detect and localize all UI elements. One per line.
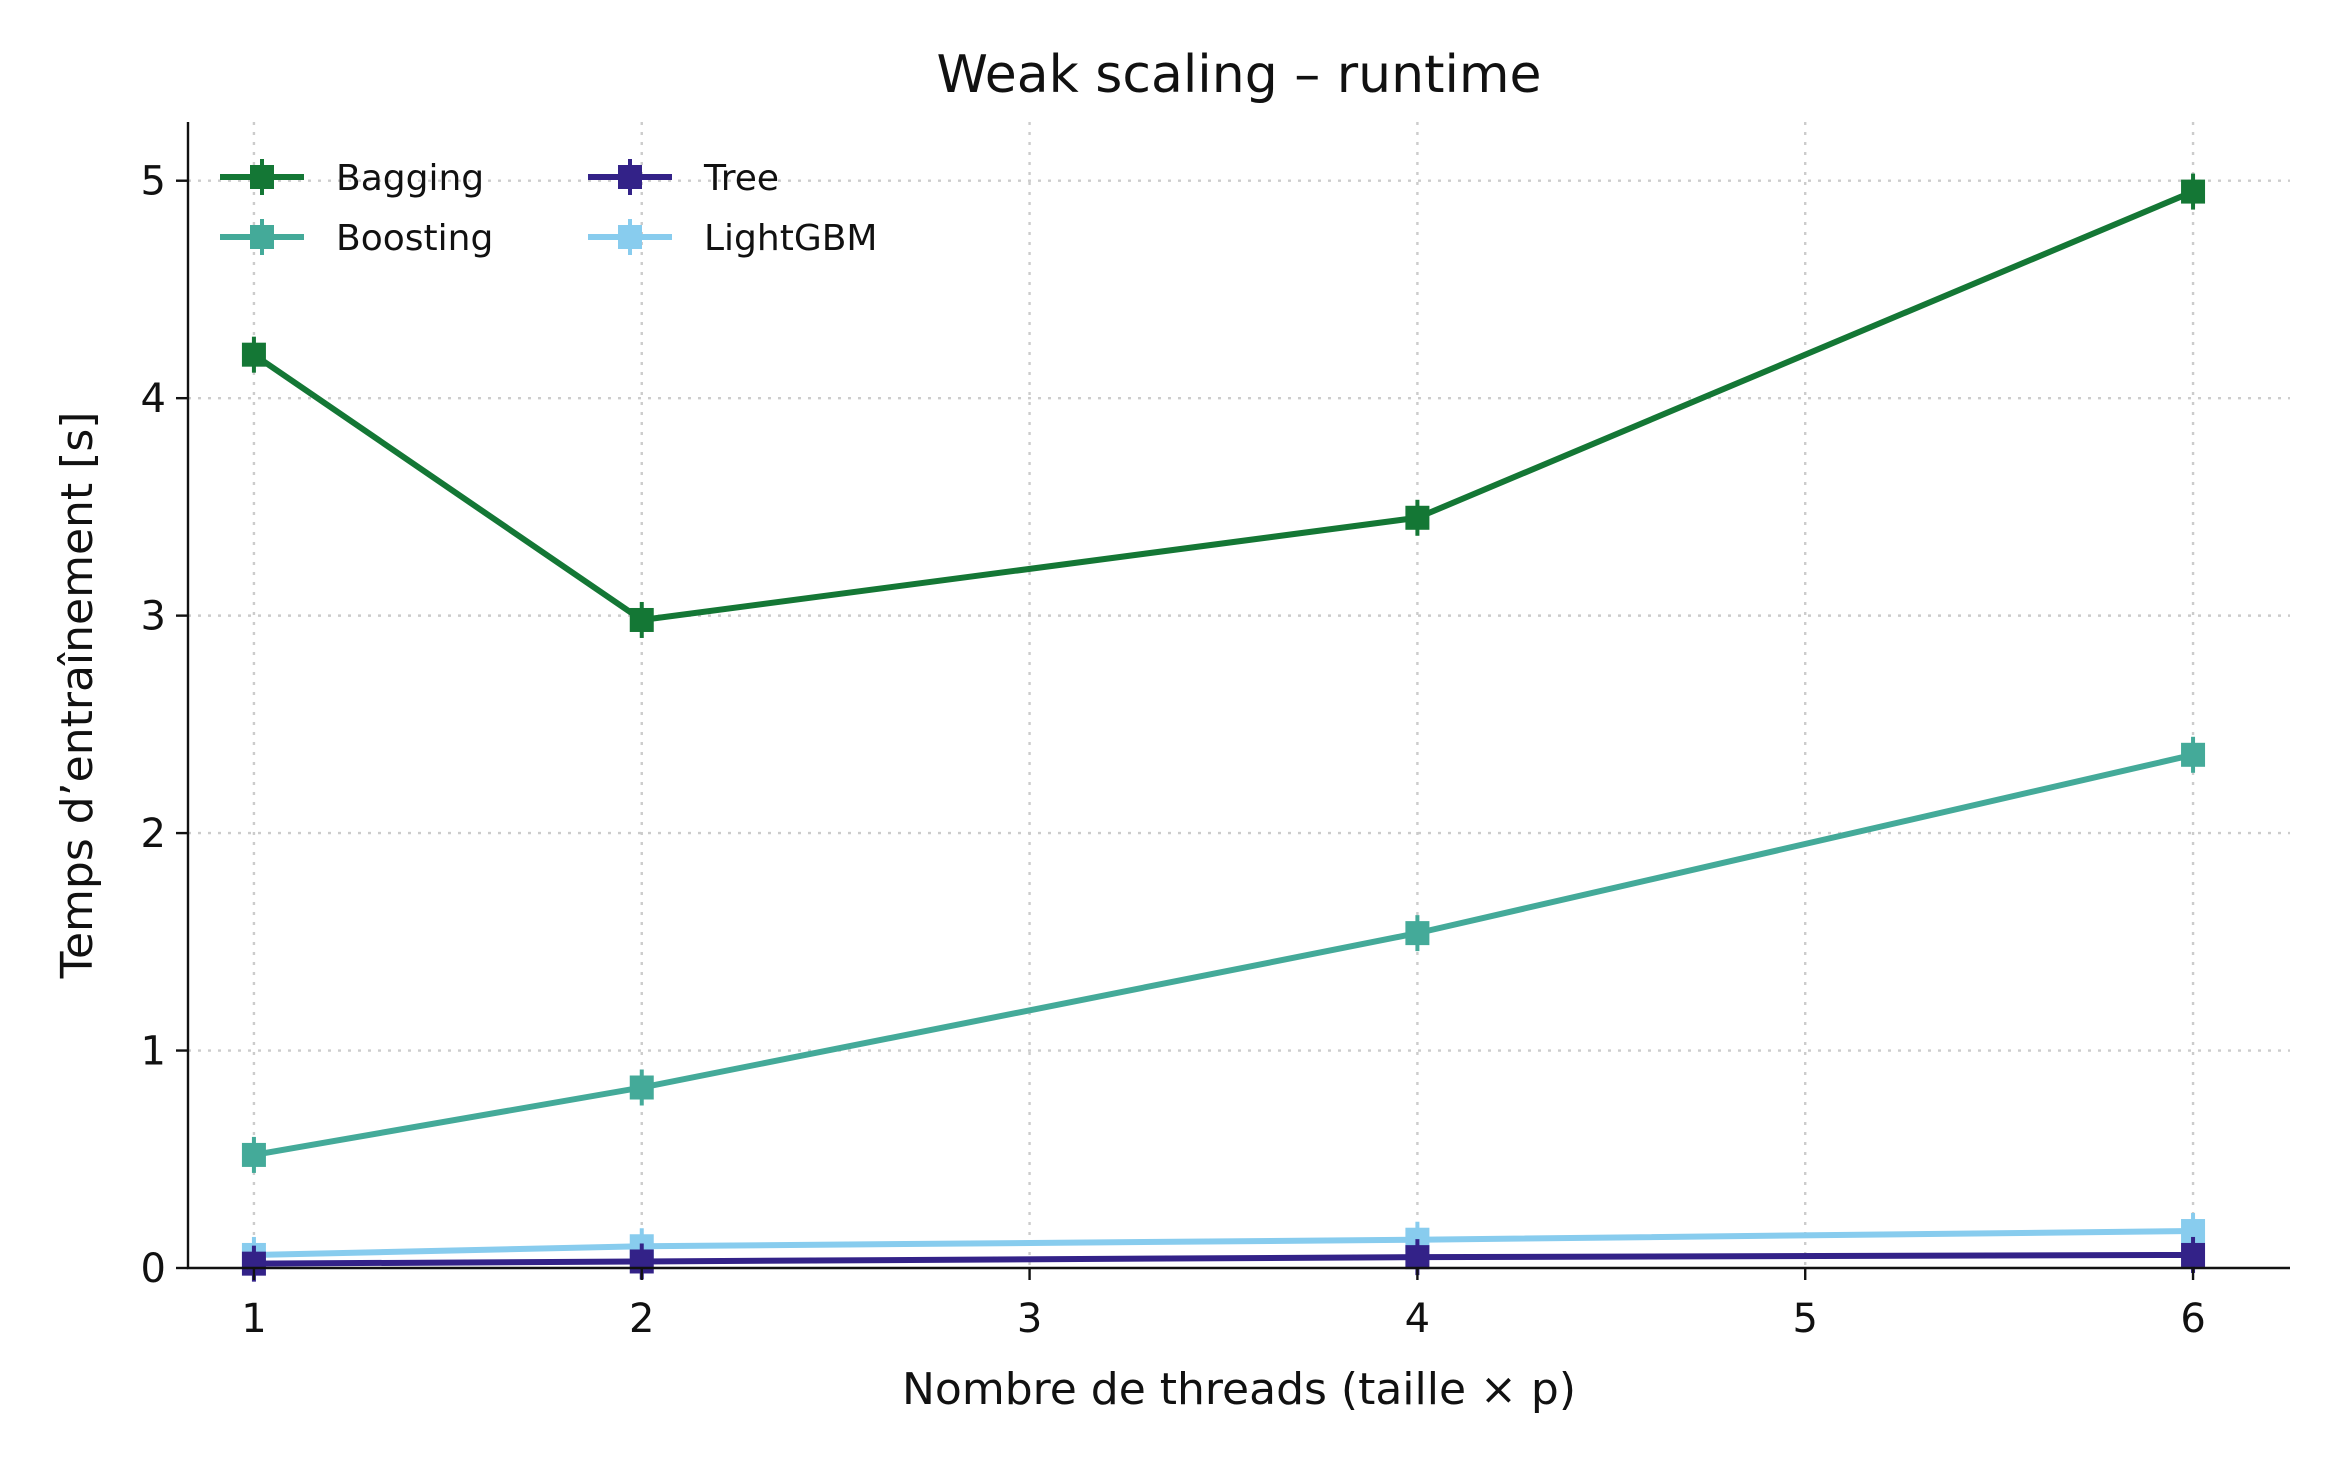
y-tick-label: 0 xyxy=(141,1246,166,1292)
legend: Bagging Boosting Tree LightGBM xyxy=(220,158,878,259)
data-point xyxy=(629,1075,654,1100)
legend-label: Tree xyxy=(703,158,779,199)
grid xyxy=(188,122,2290,1268)
legend-swatch-marker xyxy=(618,225,642,249)
data-point xyxy=(1405,1245,1430,1270)
x-tick-label: 3 xyxy=(1017,1296,1042,1342)
series-line-bagging xyxy=(250,188,2197,623)
data-point xyxy=(2181,742,2206,767)
series-tree xyxy=(241,1236,2206,1282)
legend-item-bagging: Bagging xyxy=(220,158,484,199)
legend-item-boosting: Boosting xyxy=(220,218,493,259)
data-point xyxy=(1405,921,1430,946)
legend-item-lightgbm: LightGBM xyxy=(588,218,878,259)
legend-swatch-marker xyxy=(250,165,274,189)
x-tick-label: 2 xyxy=(629,1296,654,1342)
series-boosting xyxy=(241,736,2206,1173)
data-point xyxy=(629,607,654,632)
x-axis-label: Nombre de threads (taille × p) xyxy=(902,1364,1576,1415)
legend-label: LightGBM xyxy=(704,218,878,259)
y-tick-label: 1 xyxy=(141,1029,166,1075)
chart-title: Weak scaling – runtime xyxy=(936,45,1541,105)
series-line-boosting xyxy=(250,751,2197,1158)
data-point xyxy=(2181,1242,2206,1267)
y-axis-label: Temps d’entraînement [s] xyxy=(52,412,103,980)
data-point xyxy=(1405,505,1430,530)
legend-swatch-marker xyxy=(618,165,642,189)
legend-label: Bagging xyxy=(336,158,484,199)
legend-label: Boosting xyxy=(336,218,493,259)
data-point xyxy=(241,342,266,367)
y-tick-label: 5 xyxy=(141,159,166,205)
ticks: 1 2 3 4 5 6 0 1 2 3 4 5 xyxy=(141,159,2206,1342)
series-line-tree xyxy=(250,1251,2197,1267)
x-tick-label: 1 xyxy=(241,1296,266,1342)
data-point xyxy=(241,1251,266,1276)
y-tick-label: 3 xyxy=(141,594,166,640)
y-tick-label: 2 xyxy=(141,811,166,857)
x-tick-label: 5 xyxy=(1792,1296,1817,1342)
legend-swatch-marker xyxy=(250,225,274,249)
data-point xyxy=(2181,179,2206,204)
series-line-lightgbm xyxy=(250,1228,2197,1258)
x-tick-label: 6 xyxy=(2180,1296,2205,1342)
series-bagging xyxy=(241,173,2206,638)
x-tick-label: 4 xyxy=(1405,1296,1430,1342)
series-layer xyxy=(241,173,2206,1282)
y-tick-label: 4 xyxy=(141,376,166,422)
legend-item-tree: Tree xyxy=(588,158,779,199)
data-point xyxy=(241,1142,266,1167)
